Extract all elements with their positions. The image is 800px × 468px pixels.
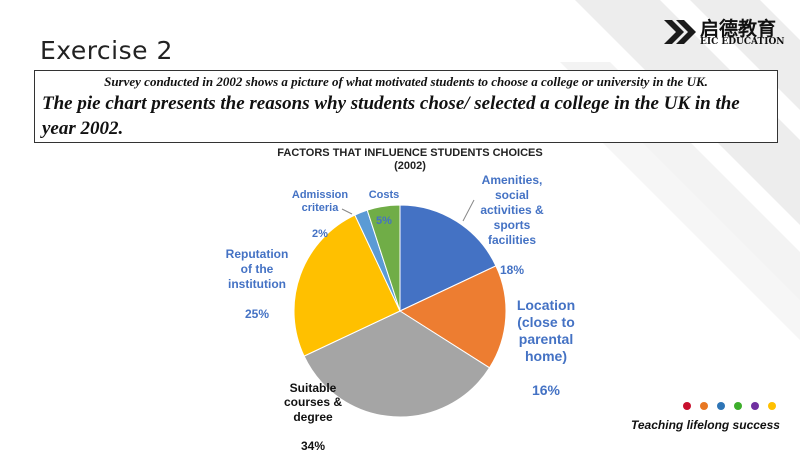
eic-logo-icon: [664, 20, 696, 44]
slice-label-text: Costs: [368, 189, 400, 201]
slice-label-suitable-courses: Suitable courses & degree 34%: [268, 366, 358, 468]
footer-dot: [768, 402, 776, 410]
tagline: Teaching lifelong success: [631, 418, 780, 432]
intro-line-1: Survey conducted in 2002 shows a picture…: [104, 74, 708, 89]
slice-label-value: 34%: [300, 438, 326, 453]
pie-chart: [293, 199, 507, 418]
slice-label-value: 2%: [312, 228, 328, 240]
leader-line-admission: [341, 208, 353, 215]
footer-dot: [700, 402, 708, 410]
slice-label-reputation: Reputation of the institution 25%: [212, 232, 302, 337]
slice-label-value: 25%: [244, 307, 270, 321]
chart-title: FACTORS THAT INFLUENCE STUDENTS CHOICES …: [250, 147, 570, 173]
logo-english-text: EIC EDUCATION: [700, 37, 785, 47]
chart-subtitle: (2002): [394, 160, 426, 172]
footer-dot: [751, 402, 759, 410]
slice-label-value: 5%: [376, 215, 392, 227]
leader-line-amenities: [462, 199, 475, 222]
logo: 启德教育 EIC EDUCATION: [660, 12, 790, 52]
intro-box: Survey conducted in 2002 shows a picture…: [34, 70, 778, 143]
footer-dot: [734, 402, 742, 410]
slice-label-text: Amenities, social activities & sports fa…: [480, 173, 544, 247]
footer-dot: [683, 402, 691, 410]
pie-slice-costs: [366, 204, 401, 312]
slice-label-text: Reputation of the institution: [225, 247, 289, 291]
slice-label-admission: Admission criteria 2%: [282, 176, 358, 254]
chart-title-text: FACTORS THAT INFLUENCE STUDENTS CHOICES: [277, 147, 543, 159]
logo-chinese-text: 启德教育: [700, 18, 777, 40]
footer-dot: [717, 402, 725, 410]
slice-label-value: 18%: [499, 263, 525, 277]
slice-label-amenities: Amenities, social activities & sports fa…: [470, 158, 554, 293]
pie-slice-location: [398, 265, 507, 369]
intro-line-2: The pie chart presents the reasons why s…: [42, 93, 740, 139]
pie-slice-suitable-courses: [303, 310, 491, 418]
slice-label-text: Location (close to parental home): [516, 297, 576, 364]
pie-slice-amenities: [399, 204, 497, 312]
pie-slice-reputation: [293, 214, 401, 357]
exercise-title: Exercise 2: [40, 36, 173, 65]
slice-label-text: Admission criteria: [291, 189, 349, 214]
slice-label-value: 16%: [531, 382, 561, 398]
slice-label-text: Suitable courses & degree: [283, 380, 343, 424]
slice-label-costs: Costs 5%: [358, 176, 410, 241]
slice-label-location: Location (close to parental home) 16%: [505, 280, 587, 416]
